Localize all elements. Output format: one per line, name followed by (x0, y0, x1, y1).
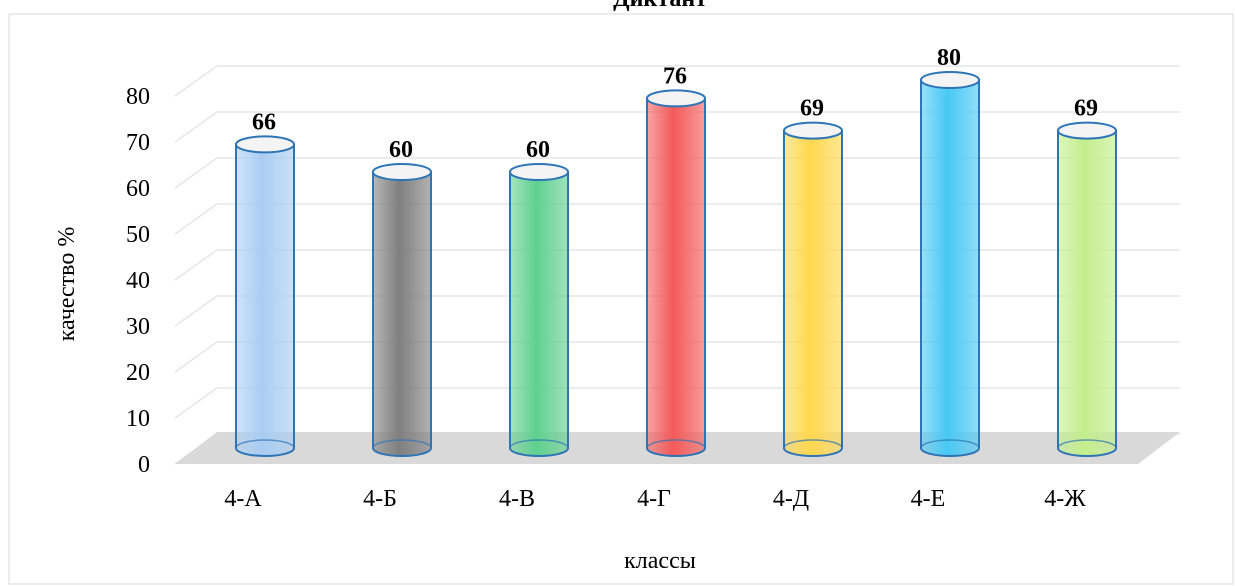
gridline (174, 111, 1180, 143)
chart-title: Диктант (613, 0, 707, 12)
bar-top (920, 71, 980, 89)
bar (1057, 121, 1117, 457)
bar-body (509, 171, 569, 457)
gridline (174, 65, 1180, 97)
bar-base (509, 439, 569, 457)
bar-top (235, 135, 295, 154)
bar-base (372, 439, 432, 457)
bar-base (783, 439, 843, 457)
gridline (174, 203, 1180, 235)
category-label: 4-А (224, 486, 262, 512)
category-label: 4-Б (363, 486, 397, 512)
gridline (174, 295, 1180, 327)
y-tick-label: 30 (126, 314, 150, 340)
y-tick-label: 70 (126, 130, 150, 156)
data-label: 60 (526, 137, 550, 163)
bar (235, 135, 295, 457)
data-label: 69 (1074, 96, 1098, 122)
y-tick-label: 20 (126, 360, 150, 386)
bar-body (235, 143, 295, 457)
bar-body (646, 97, 706, 457)
bar-body (920, 79, 980, 457)
category-label: 4-Д (773, 486, 809, 512)
bars (235, 71, 1117, 457)
category-label: 4-Г (637, 486, 671, 512)
bar-base (920, 439, 980, 457)
data-label: 80 (937, 45, 961, 71)
y-tick-label: 10 (126, 406, 150, 432)
bar-body (1057, 129, 1117, 457)
data-label: 60 (389, 137, 413, 163)
y-axis-ticks: 0 10 20 30 40 50 60 70 80 (126, 84, 150, 478)
category-label: 4-В (499, 486, 535, 512)
bar (920, 71, 980, 457)
category-label: 4-Ж (1044, 486, 1086, 512)
bar-base (1057, 439, 1117, 457)
data-label: 76 (663, 63, 687, 89)
category-labels: 4-А 4-Б 4-В 4-Г 4-Д 4-Е 4-Ж (224, 486, 1086, 512)
y-tick-label: 60 (126, 176, 150, 202)
gridline (174, 341, 1180, 373)
bar-top (1057, 121, 1117, 140)
gridline (174, 387, 1180, 419)
y-tick-label: 80 (126, 84, 150, 110)
bar-body (783, 129, 843, 457)
x-axis-title: классы (624, 548, 696, 574)
bar-top (783, 121, 843, 140)
bar (372, 163, 432, 457)
bar-top (646, 89, 706, 108)
data-label: 66 (252, 109, 276, 135)
bar (783, 121, 843, 457)
bar (646, 89, 706, 457)
y-tick-label: 0 (138, 452, 150, 478)
bar (509, 163, 569, 457)
gridline (174, 157, 1180, 189)
y-tick-label: 40 (126, 268, 150, 294)
bar-top (372, 163, 432, 181)
data-label: 69 (800, 96, 824, 122)
y-tick-label: 50 (126, 222, 150, 248)
category-label: 4-Е (911, 486, 946, 512)
bar-base (235, 439, 295, 457)
data-labels: 66 60 60 76 69 80 69 (252, 45, 1098, 163)
bar-top (509, 163, 569, 181)
gridline (174, 249, 1180, 281)
bar-body (372, 171, 432, 457)
y-axis-title: качество % (54, 227, 80, 342)
bar-base (646, 439, 706, 457)
